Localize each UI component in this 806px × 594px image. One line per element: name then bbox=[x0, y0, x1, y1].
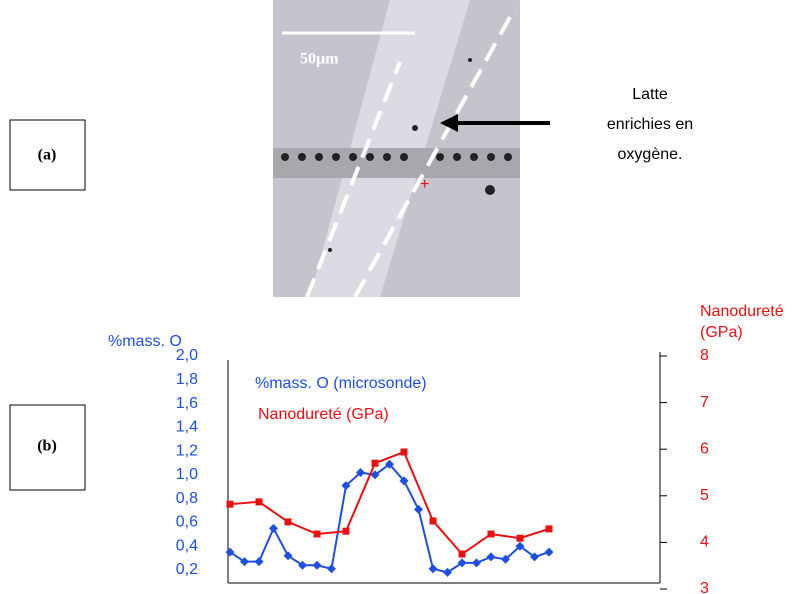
marker bbox=[327, 564, 336, 574]
y-tick-label: 0,8 bbox=[176, 490, 198, 507]
marker bbox=[283, 551, 293, 561]
marker bbox=[240, 557, 249, 567]
marker bbox=[400, 448, 408, 456]
y2-axis-title: (GPa) bbox=[700, 324, 743, 341]
marker bbox=[255, 498, 263, 506]
legend-entry: Nanodureté (GPa) bbox=[258, 406, 389, 423]
marker bbox=[545, 525, 553, 533]
y2-tick-label: 5 bbox=[700, 487, 709, 504]
marker bbox=[356, 468, 365, 478]
micrograph: + bbox=[273, 0, 520, 298]
connector bbox=[229, 450, 550, 556]
y2-tick-label: 7 bbox=[700, 394, 709, 411]
annotation: Latte bbox=[632, 86, 668, 103]
y-tick-label: 1,6 bbox=[176, 395, 198, 412]
marker bbox=[399, 476, 409, 486]
y-tick-label: 1,0 bbox=[176, 466, 198, 483]
marker bbox=[530, 552, 539, 562]
annotation: oxygène. bbox=[618, 146, 683, 163]
y-axis-title: %mass. O bbox=[108, 333, 182, 350]
annotation: enrichies en bbox=[607, 116, 693, 133]
marker bbox=[225, 547, 235, 557]
y-tick-label: 0,4 bbox=[176, 537, 198, 554]
marker bbox=[544, 547, 554, 557]
marker bbox=[226, 500, 234, 508]
y2-tick-label: 8 bbox=[700, 347, 709, 364]
marker bbox=[313, 530, 321, 538]
marker bbox=[298, 560, 307, 570]
marker bbox=[370, 470, 380, 480]
marker bbox=[385, 459, 394, 469]
panel-label: (b) bbox=[37, 438, 57, 455]
panel-label: (a) bbox=[38, 147, 57, 164]
marker bbox=[458, 550, 466, 558]
scale-bar-label: 50µm bbox=[300, 51, 339, 68]
marker bbox=[312, 560, 322, 570]
marker bbox=[501, 554, 510, 564]
marker bbox=[342, 527, 350, 535]
marker bbox=[371, 459, 379, 467]
y2-tick-label: 3 bbox=[700, 580, 709, 594]
y2-tick-label: 6 bbox=[700, 440, 709, 457]
panel-box bbox=[9, 119, 86, 191]
marker bbox=[254, 557, 264, 567]
line bbox=[229, 462, 550, 574]
marker bbox=[428, 564, 438, 574]
marker bbox=[516, 534, 524, 542]
legend-entry: %mass. O (microsonde) bbox=[255, 375, 427, 392]
y-tick-label: 1,8 bbox=[176, 371, 198, 388]
marker bbox=[486, 552, 496, 562]
y-tick-label: 0,6 bbox=[176, 514, 198, 531]
marker bbox=[487, 530, 495, 538]
panel-box bbox=[9, 404, 86, 491]
y-tick-label: 1,4 bbox=[176, 419, 198, 436]
y2-tick-label: 4 bbox=[700, 534, 709, 551]
marker bbox=[429, 517, 437, 525]
marker bbox=[341, 481, 351, 491]
y2-axis-title: Nanodureté bbox=[700, 303, 784, 320]
svg-text:+: + bbox=[420, 176, 429, 193]
arrow-head bbox=[440, 114, 458, 132]
marker bbox=[284, 518, 292, 526]
marker bbox=[457, 558, 467, 568]
y-tick-label: 2,0 bbox=[176, 347, 198, 364]
marker bbox=[414, 504, 423, 514]
y-tick-label: 1,2 bbox=[176, 442, 198, 459]
marker bbox=[269, 523, 278, 533]
y-tick-label: 0,2 bbox=[176, 561, 198, 578]
marker bbox=[443, 567, 452, 577]
marker bbox=[472, 558, 481, 568]
marker bbox=[515, 541, 525, 551]
